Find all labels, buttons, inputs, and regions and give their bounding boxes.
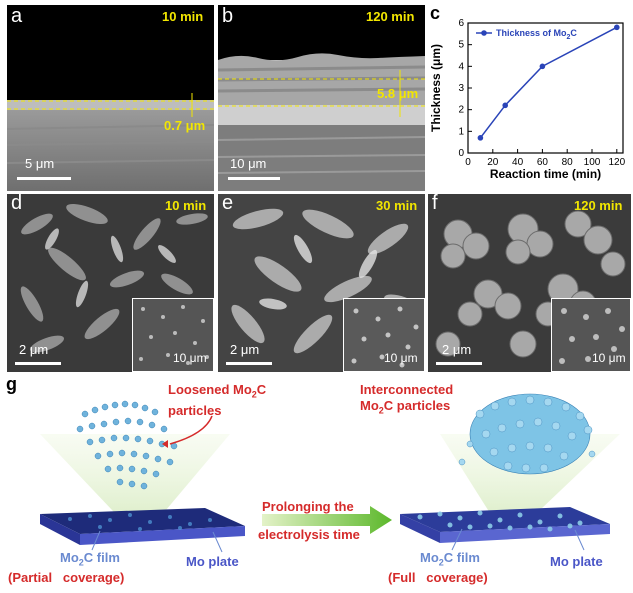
panel-label-f: f (432, 194, 438, 214)
time-label: 120 min (574, 198, 623, 213)
thickness-chart: 0 20 40 60 80 100 120 0 1 2 3 4 5 6 Reaction time (min… (429, 18, 626, 181)
y-tick-label: 6 (458, 18, 464, 29)
panel-label-a: a (11, 5, 23, 27)
y-tick-label: 0 (458, 148, 464, 159)
time-label: 120 min (366, 9, 415, 24)
plot-frame (467, 22, 624, 154)
scale-bar-label: 10 μm (230, 156, 267, 171)
schematic-illustration (40, 393, 620, 553)
right-film-label: Mo2C film (420, 550, 480, 568)
interconnected-particles-label: Interconnected Mo2C particles (360, 382, 454, 416)
x-tick-label: 0 (465, 157, 471, 168)
left-coverage-label: (Partial coverage) (8, 570, 125, 585)
y-tick-label: 2 (458, 105, 464, 116)
panel-label-e: e (222, 194, 234, 214)
panel-a-sem-cross-section: a 10 min 0.7 μm 5 μm (7, 5, 214, 191)
loosened-particles-label: Loosened Mo2C particles (168, 382, 267, 418)
scale-bar (228, 177, 280, 180)
inset-scale-label: 10 μm (384, 351, 418, 365)
data-point (502, 102, 508, 109)
panel-f-sem-surface: f 120 min 10 μm 2 μm (428, 194, 631, 372)
x-tick-label: 120 (608, 157, 625, 168)
inset-image (132, 298, 214, 372)
scale-bar (436, 362, 482, 365)
legend-marker (481, 30, 487, 36)
data-point (477, 135, 484, 141)
panel-label-g: g (6, 374, 17, 394)
panel-g-schematic: g Loosened Mo2C particles Interconnected… (0, 374, 633, 593)
data-point (539, 63, 546, 70)
thickness-label: 0.7 μm (164, 118, 206, 133)
time-label: 10 min (162, 9, 204, 24)
panel-label-c: c (430, 3, 441, 23)
x-tick-label: 80 (562, 157, 574, 168)
thickness-label: 5.8 μm (377, 86, 419, 101)
scale-bar (226, 362, 272, 365)
inset-scale-label: 10 μm (173, 351, 207, 365)
panel-b-sem-cross-section: b 120 min 5.8 μm 10 μm (218, 5, 425, 191)
x-axis-label: Reaction time (min) (490, 167, 601, 181)
inset-image (343, 298, 425, 372)
x-tick-label: 60 (537, 157, 549, 168)
legend-label: Thickness of Mo2C (496, 28, 577, 41)
x-tick-label: 40 (512, 157, 524, 168)
left-plate-label: Mo plate (186, 554, 239, 569)
right-coverage-label: (Full coverage) (388, 570, 488, 585)
x-tick-label: 100 (584, 157, 601, 168)
prolonging-time-label: Prolonging the electrolysis time (258, 499, 360, 542)
scale-bar-label: 5 μm (25, 156, 55, 171)
y-tick-label: 1 (458, 126, 464, 137)
panel-label-d: d (11, 194, 23, 214)
x-tick-label: 20 (487, 157, 499, 168)
panel-e-sem-surface: e 30 min 10 μm 2 μm (218, 194, 425, 372)
scale-bar-label: 2 μm (230, 342, 260, 357)
series-line (479, 26, 618, 139)
y-tick-label: 5 (458, 40, 464, 51)
scale-bar-label: 2 μm (19, 342, 49, 357)
panel-b-image (218, 5, 425, 191)
panel-c-chart: c 0 20 40 60 80 100 120 0 1 2 3 4 5 6 Reaction time (m… (428, 3, 631, 193)
panel-f-image (428, 194, 631, 372)
time-label: 10 min (165, 198, 207, 213)
left-film-label: Mo2C film (60, 550, 120, 568)
right-plate-label: Mo plate (550, 554, 603, 569)
data-point (614, 24, 620, 31)
y-axis-label: Thickness (μm) (429, 44, 443, 132)
time-label: 30 min (376, 198, 418, 213)
inset-scale-label: 10 μm (592, 351, 626, 365)
panel-d-sem-surface: d 10 min 10 μm 2 μm (7, 194, 214, 372)
scale-bar-label: 2 μm (442, 342, 472, 357)
panel-label-b: b (222, 5, 234, 27)
y-tick-label: 4 (458, 61, 464, 72)
scale-bar (15, 362, 61, 365)
y-tick-label: 3 (458, 83, 464, 94)
inset-image (551, 298, 631, 372)
scale-bar (17, 177, 71, 180)
